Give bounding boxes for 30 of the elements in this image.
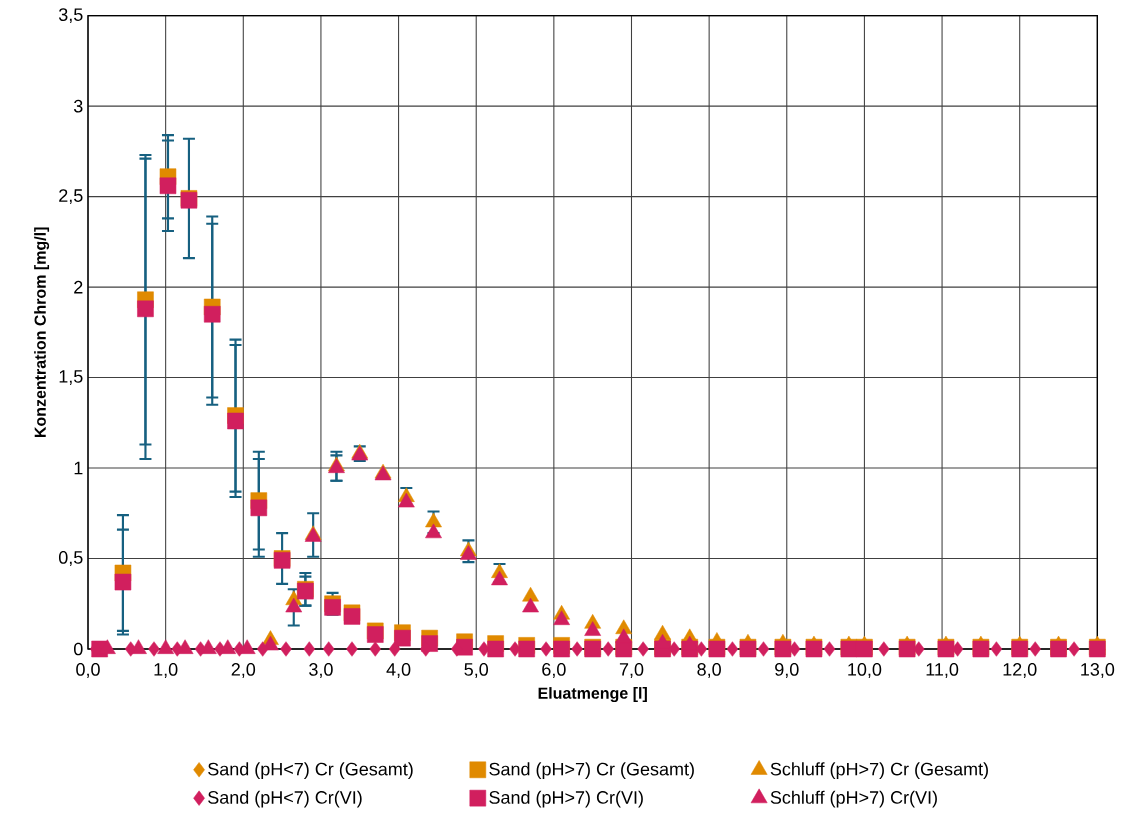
x-tick-label: 10,0 [848, 663, 882, 678]
y-tick-label: 1 [74, 461, 83, 475]
x-axis-title: Eluatmenge [l] [538, 687, 647, 703]
x-tick-label: 7,0 [619, 663, 644, 678]
x-tick-label: 4,0 [386, 663, 411, 678]
x-tick-label: 5,0 [464, 663, 489, 678]
x-tick-label: 13,0 [1081, 663, 1115, 678]
legend-label: Sand (pH<7) Cr (Gesamt) [208, 762, 413, 780]
y-tick-label: 3,5 [58, 8, 83, 24]
legend-label: Sand (pH>7) Cr(VI) [489, 790, 643, 808]
y-tick-label: 0 [73, 642, 83, 656]
y-tick-label: 0,5 [58, 551, 83, 566]
x-tick-label: 1,0 [154, 663, 178, 678]
legend-label: Sand (pH>7) Cr (Gesamt) [489, 762, 694, 780]
y-tick-label: 1,5 [59, 370, 83, 385]
x-tick-label: 11,0 [926, 663, 959, 678]
x-tick-label: 9,0 [775, 663, 799, 678]
x-tick-label: 0,0 [76, 663, 100, 678]
x-tick-label: 8,0 [697, 663, 721, 678]
x-tick-label: 3,0 [309, 663, 333, 678]
y-tick-label: 2,5 [59, 189, 83, 205]
x-tick-label: 2,0 [231, 663, 256, 678]
legend-label: Schluff (pH>7) Cr(VI) [770, 790, 937, 808]
y-tick-label: 3 [73, 99, 83, 113]
y-tick-label: 2 [74, 280, 83, 294]
legend-label: Sand (pH<7) Cr(VI) [208, 790, 362, 808]
x-tick-label: 6,0 [542, 663, 566, 678]
y-axis-title: Konzentration Chrom [mg/l] [34, 227, 50, 438]
legend-label: Schluff (pH>7) Cr (Gesamt) [770, 762, 988, 780]
x-tick-label: 12,0 [1003, 663, 1037, 678]
